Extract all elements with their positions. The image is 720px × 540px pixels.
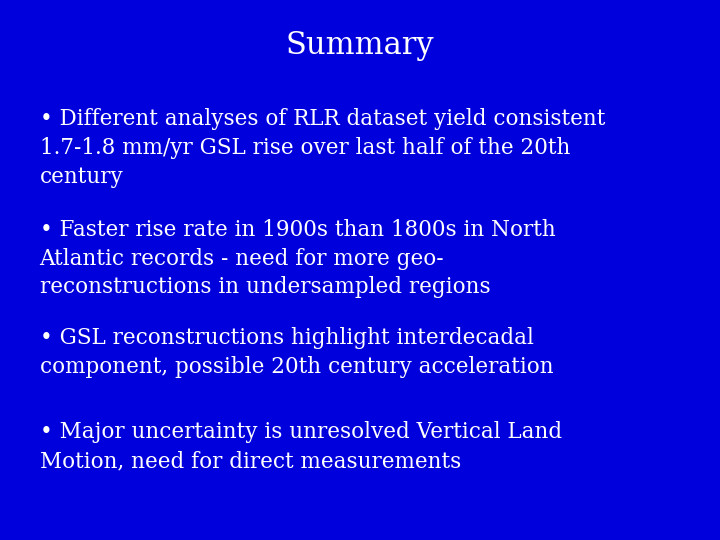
Text: Summary: Summary	[286, 30, 434, 60]
Text: • Major uncertainty is unresolved Vertical Land
Motion, need for direct measurem: • Major uncertainty is unresolved Vertic…	[40, 421, 562, 472]
Text: • GSL reconstructions highlight interdecadal
component, possible 20th century ac: • GSL reconstructions highlight interdec…	[40, 327, 553, 377]
Text: • Faster rise rate in 1900s than 1800s in North
Atlantic records - need for more: • Faster rise rate in 1900s than 1800s i…	[40, 219, 555, 298]
Text: • Different analyses of RLR dataset yield consistent
1.7-1.8 mm/yr GSL rise over: • Different analyses of RLR dataset yiel…	[40, 108, 605, 187]
